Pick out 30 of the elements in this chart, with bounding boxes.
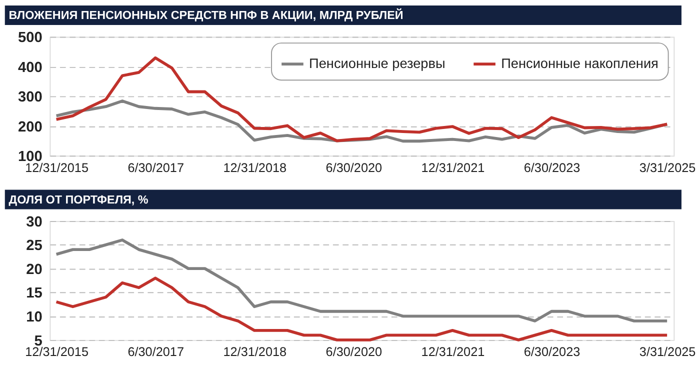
- x-tick-label: 6/30/2017: [128, 160, 184, 175]
- x-tick-label: 12/31/2021: [421, 345, 485, 360]
- x-tick-label: 12/31/2015: [25, 160, 88, 175]
- x-tick-label: 12/31/2015: [25, 345, 88, 360]
- y-tick-label: 500: [18, 30, 42, 46]
- y-tick-label: 30: [26, 214, 42, 230]
- x-tick-label: 12/31/2021: [421, 160, 485, 175]
- x-tick-label: 6/30/2023: [524, 345, 580, 360]
- y-tick-label: 20: [26, 262, 42, 278]
- x-tick-label: 6/30/2020: [326, 160, 382, 175]
- y-tick-label: 300: [18, 90, 42, 106]
- x-tick-label: 6/30/2017: [128, 345, 184, 360]
- y-tick-label: 15: [26, 286, 42, 302]
- x-tick-label: 12/31/2018: [223, 345, 287, 360]
- chart-title: ДОЛЯ ОТ ПОРТФЕЛЯ, %: [8, 193, 149, 206]
- x-tick-label: 12/31/2018: [223, 160, 287, 175]
- line-series: [54, 276, 669, 342]
- line-series: [54, 56, 669, 142]
- line-series: [54, 238, 669, 322]
- x-tick-label: 3/31/2025: [639, 160, 696, 175]
- y-tick-label: 200: [18, 119, 42, 136]
- y-tick-label: 400: [18, 60, 42, 76]
- x-tick-label: 3/31/2025: [639, 345, 696, 360]
- legend-label: Пенсионные резервы: [309, 56, 446, 71]
- x-tick-label: 6/30/2020: [326, 345, 382, 360]
- y-tick-label: 10: [26, 310, 42, 326]
- chart-title: ВЛОЖЕНИЯ ПЕНСИОННЫХ СРЕДСТВ НПФ В АКЦИИ, МЛРД РУБЛЕЙ: [8, 8, 404, 22]
- x-tick-label: 6/30/2023: [524, 160, 580, 175]
- y-tick-label: 25: [26, 238, 42, 254]
- legend-label: Пенсионные накопления: [501, 56, 658, 71]
